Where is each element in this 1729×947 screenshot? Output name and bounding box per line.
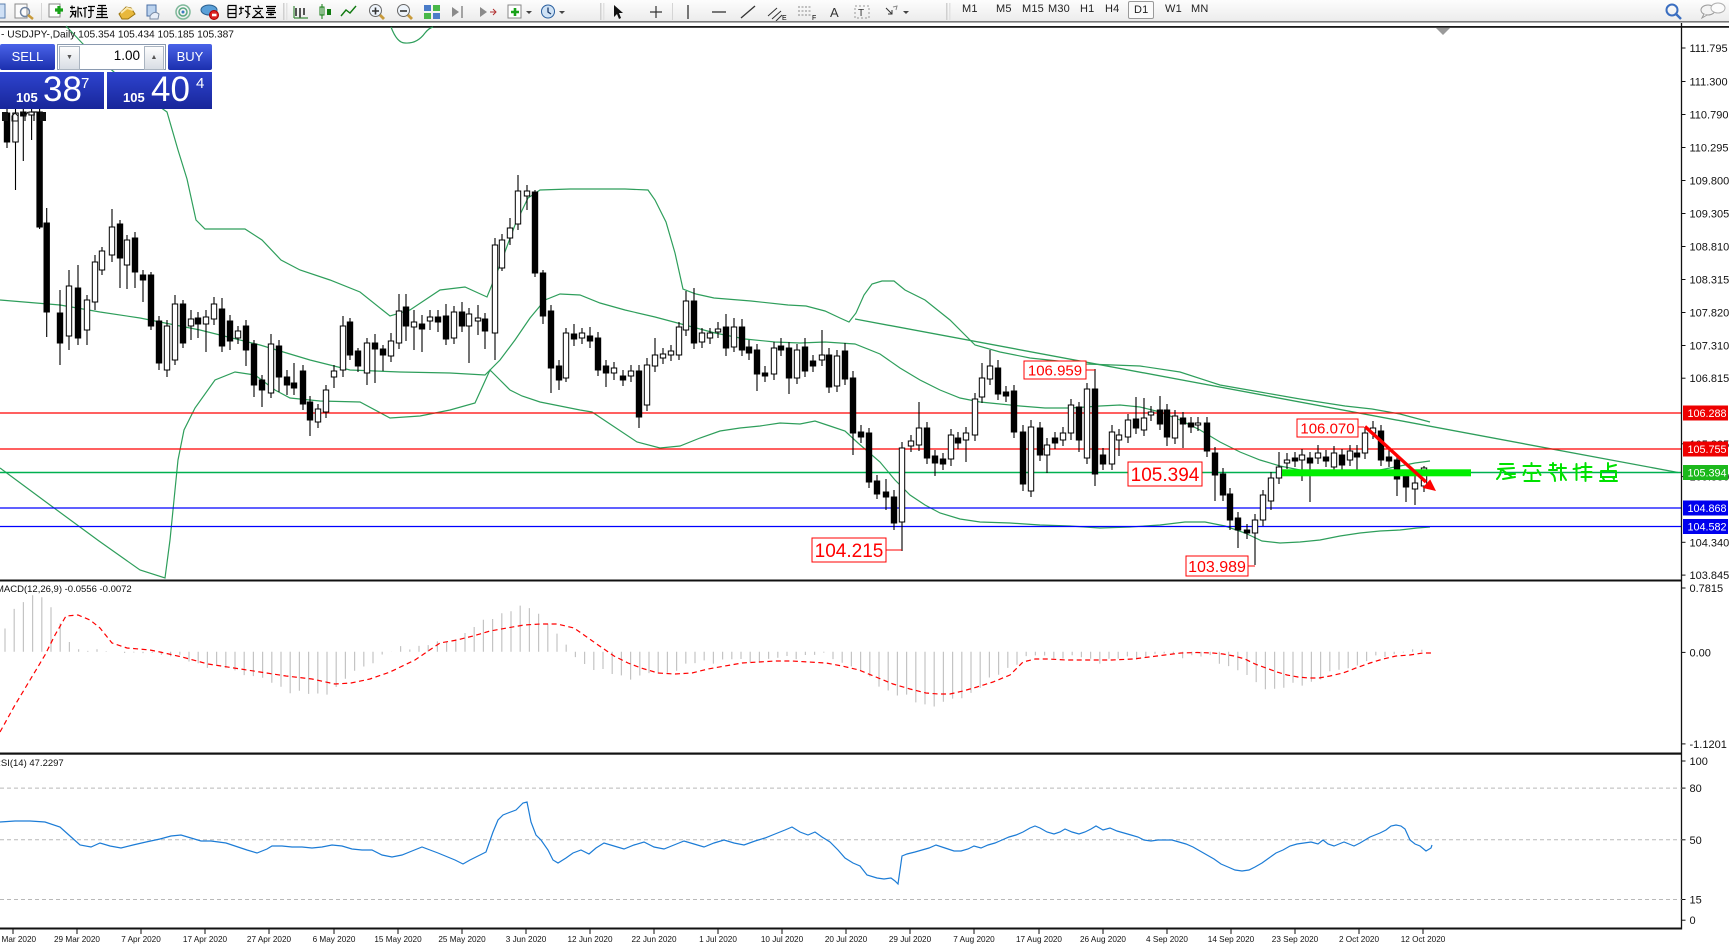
svg-text:50: 50 bbox=[1690, 835, 1702, 847]
svg-text:109.800: 109.800 bbox=[1690, 175, 1729, 187]
svg-text:106.288: 106.288 bbox=[1688, 408, 1727, 420]
svg-text:100: 100 bbox=[1690, 756, 1708, 768]
svg-text:29 Jul 2020: 29 Jul 2020 bbox=[889, 935, 932, 944]
svg-text:7 Apr 2020: 7 Apr 2020 bbox=[121, 935, 161, 944]
svg-text:0: 0 bbox=[1690, 915, 1696, 927]
svg-text:106.959: 106.959 bbox=[1028, 362, 1082, 379]
svg-text:- USDJPY-,Daily 105.354 105.: - USDJPY-,Daily 105.354 105.434 105.185 … bbox=[1, 30, 234, 41]
svg-text:3 Jun 2020: 3 Jun 2020 bbox=[506, 935, 547, 944]
svg-text:29 Mar 2020: 29 Mar 2020 bbox=[54, 935, 100, 944]
svg-text:20 Jul 2020: 20 Jul 2020 bbox=[825, 935, 868, 944]
svg-text:F: F bbox=[812, 15, 816, 21]
svg-text:107.820: 107.820 bbox=[1690, 307, 1729, 319]
svg-text:106.070: 106.070 bbox=[1300, 420, 1354, 437]
svg-text:111.795: 111.795 bbox=[1690, 43, 1728, 55]
svg-text:15: 15 bbox=[1690, 894, 1702, 906]
svg-text:104.340: 104.340 bbox=[1690, 537, 1729, 549]
svg-text:0.00: 0.00 bbox=[1690, 647, 1711, 659]
svg-text:RSI(14) 47.2297: RSI(14) 47.2297 bbox=[0, 758, 64, 769]
svg-text:22 Jun 2020: 22 Jun 2020 bbox=[631, 935, 677, 944]
svg-text:109.305: 109.305 bbox=[1690, 208, 1729, 220]
svg-text:111.300: 111.300 bbox=[1690, 76, 1728, 88]
svg-text:26 Aug 2020: 26 Aug 2020 bbox=[1080, 935, 1126, 944]
svg-text:108.810: 108.810 bbox=[1690, 241, 1729, 253]
svg-text:25 May 2020: 25 May 2020 bbox=[438, 935, 486, 944]
svg-text:23 Sep 2020: 23 Sep 2020 bbox=[1272, 935, 1319, 944]
svg-text:104.582: 104.582 bbox=[1688, 522, 1727, 534]
svg-text:106.815: 106.815 bbox=[1690, 373, 1729, 385]
svg-text:17 Apr 2020: 17 Apr 2020 bbox=[183, 935, 228, 944]
svg-text:MACD(12,26,9) -0.0556 -0.0072: MACD(12,26,9) -0.0556 -0.0072 bbox=[0, 584, 132, 595]
svg-text:7 Aug 2020: 7 Aug 2020 bbox=[953, 935, 995, 944]
svg-text:10 Jul 2020: 10 Jul 2020 bbox=[761, 935, 804, 944]
svg-text:103.989: 103.989 bbox=[1188, 559, 1246, 576]
svg-text:110.295: 110.295 bbox=[1690, 142, 1729, 154]
svg-text:105.755: 105.755 bbox=[1688, 444, 1727, 456]
svg-text:E: E bbox=[782, 15, 787, 21]
svg-text:14 Sep 2020: 14 Sep 2020 bbox=[1208, 935, 1255, 944]
svg-text:105.394: 105.394 bbox=[1131, 465, 1200, 486]
svg-text:12 Oct 2020: 12 Oct 2020 bbox=[1401, 935, 1446, 944]
svg-text:17 Aug 2020: 17 Aug 2020 bbox=[1016, 935, 1062, 944]
svg-text:105.394: 105.394 bbox=[1688, 468, 1727, 480]
svg-text:0.7815: 0.7815 bbox=[1690, 583, 1724, 595]
svg-text:15 May 2020: 15 May 2020 bbox=[374, 935, 422, 944]
svg-text:T: T bbox=[858, 8, 864, 19]
svg-text:6 May 2020: 6 May 2020 bbox=[313, 935, 356, 944]
svg-text:4 Sep 2020: 4 Sep 2020 bbox=[1146, 935, 1188, 944]
svg-text:2 Oct 2020: 2 Oct 2020 bbox=[1339, 935, 1380, 944]
svg-text:104.215: 104.215 bbox=[815, 541, 884, 562]
svg-text:Mar 2020: Mar 2020 bbox=[2, 935, 37, 944]
svg-text:-1.1201: -1.1201 bbox=[1690, 739, 1727, 751]
svg-text:108.315: 108.315 bbox=[1690, 274, 1729, 286]
svg-text:80: 80 bbox=[1690, 783, 1702, 795]
svg-text:104.868: 104.868 bbox=[1688, 503, 1727, 515]
svg-text:107.310: 107.310 bbox=[1690, 340, 1729, 352]
svg-text:1 Jul 2020: 1 Jul 2020 bbox=[699, 935, 737, 944]
svg-text:110.790: 110.790 bbox=[1690, 109, 1729, 121]
svg-text:12 Jun 2020: 12 Jun 2020 bbox=[567, 935, 613, 944]
svg-text:103.845: 103.845 bbox=[1690, 570, 1729, 582]
svg-text:27 Apr 2020: 27 Apr 2020 bbox=[247, 935, 292, 944]
svg-text:A: A bbox=[830, 5, 839, 20]
